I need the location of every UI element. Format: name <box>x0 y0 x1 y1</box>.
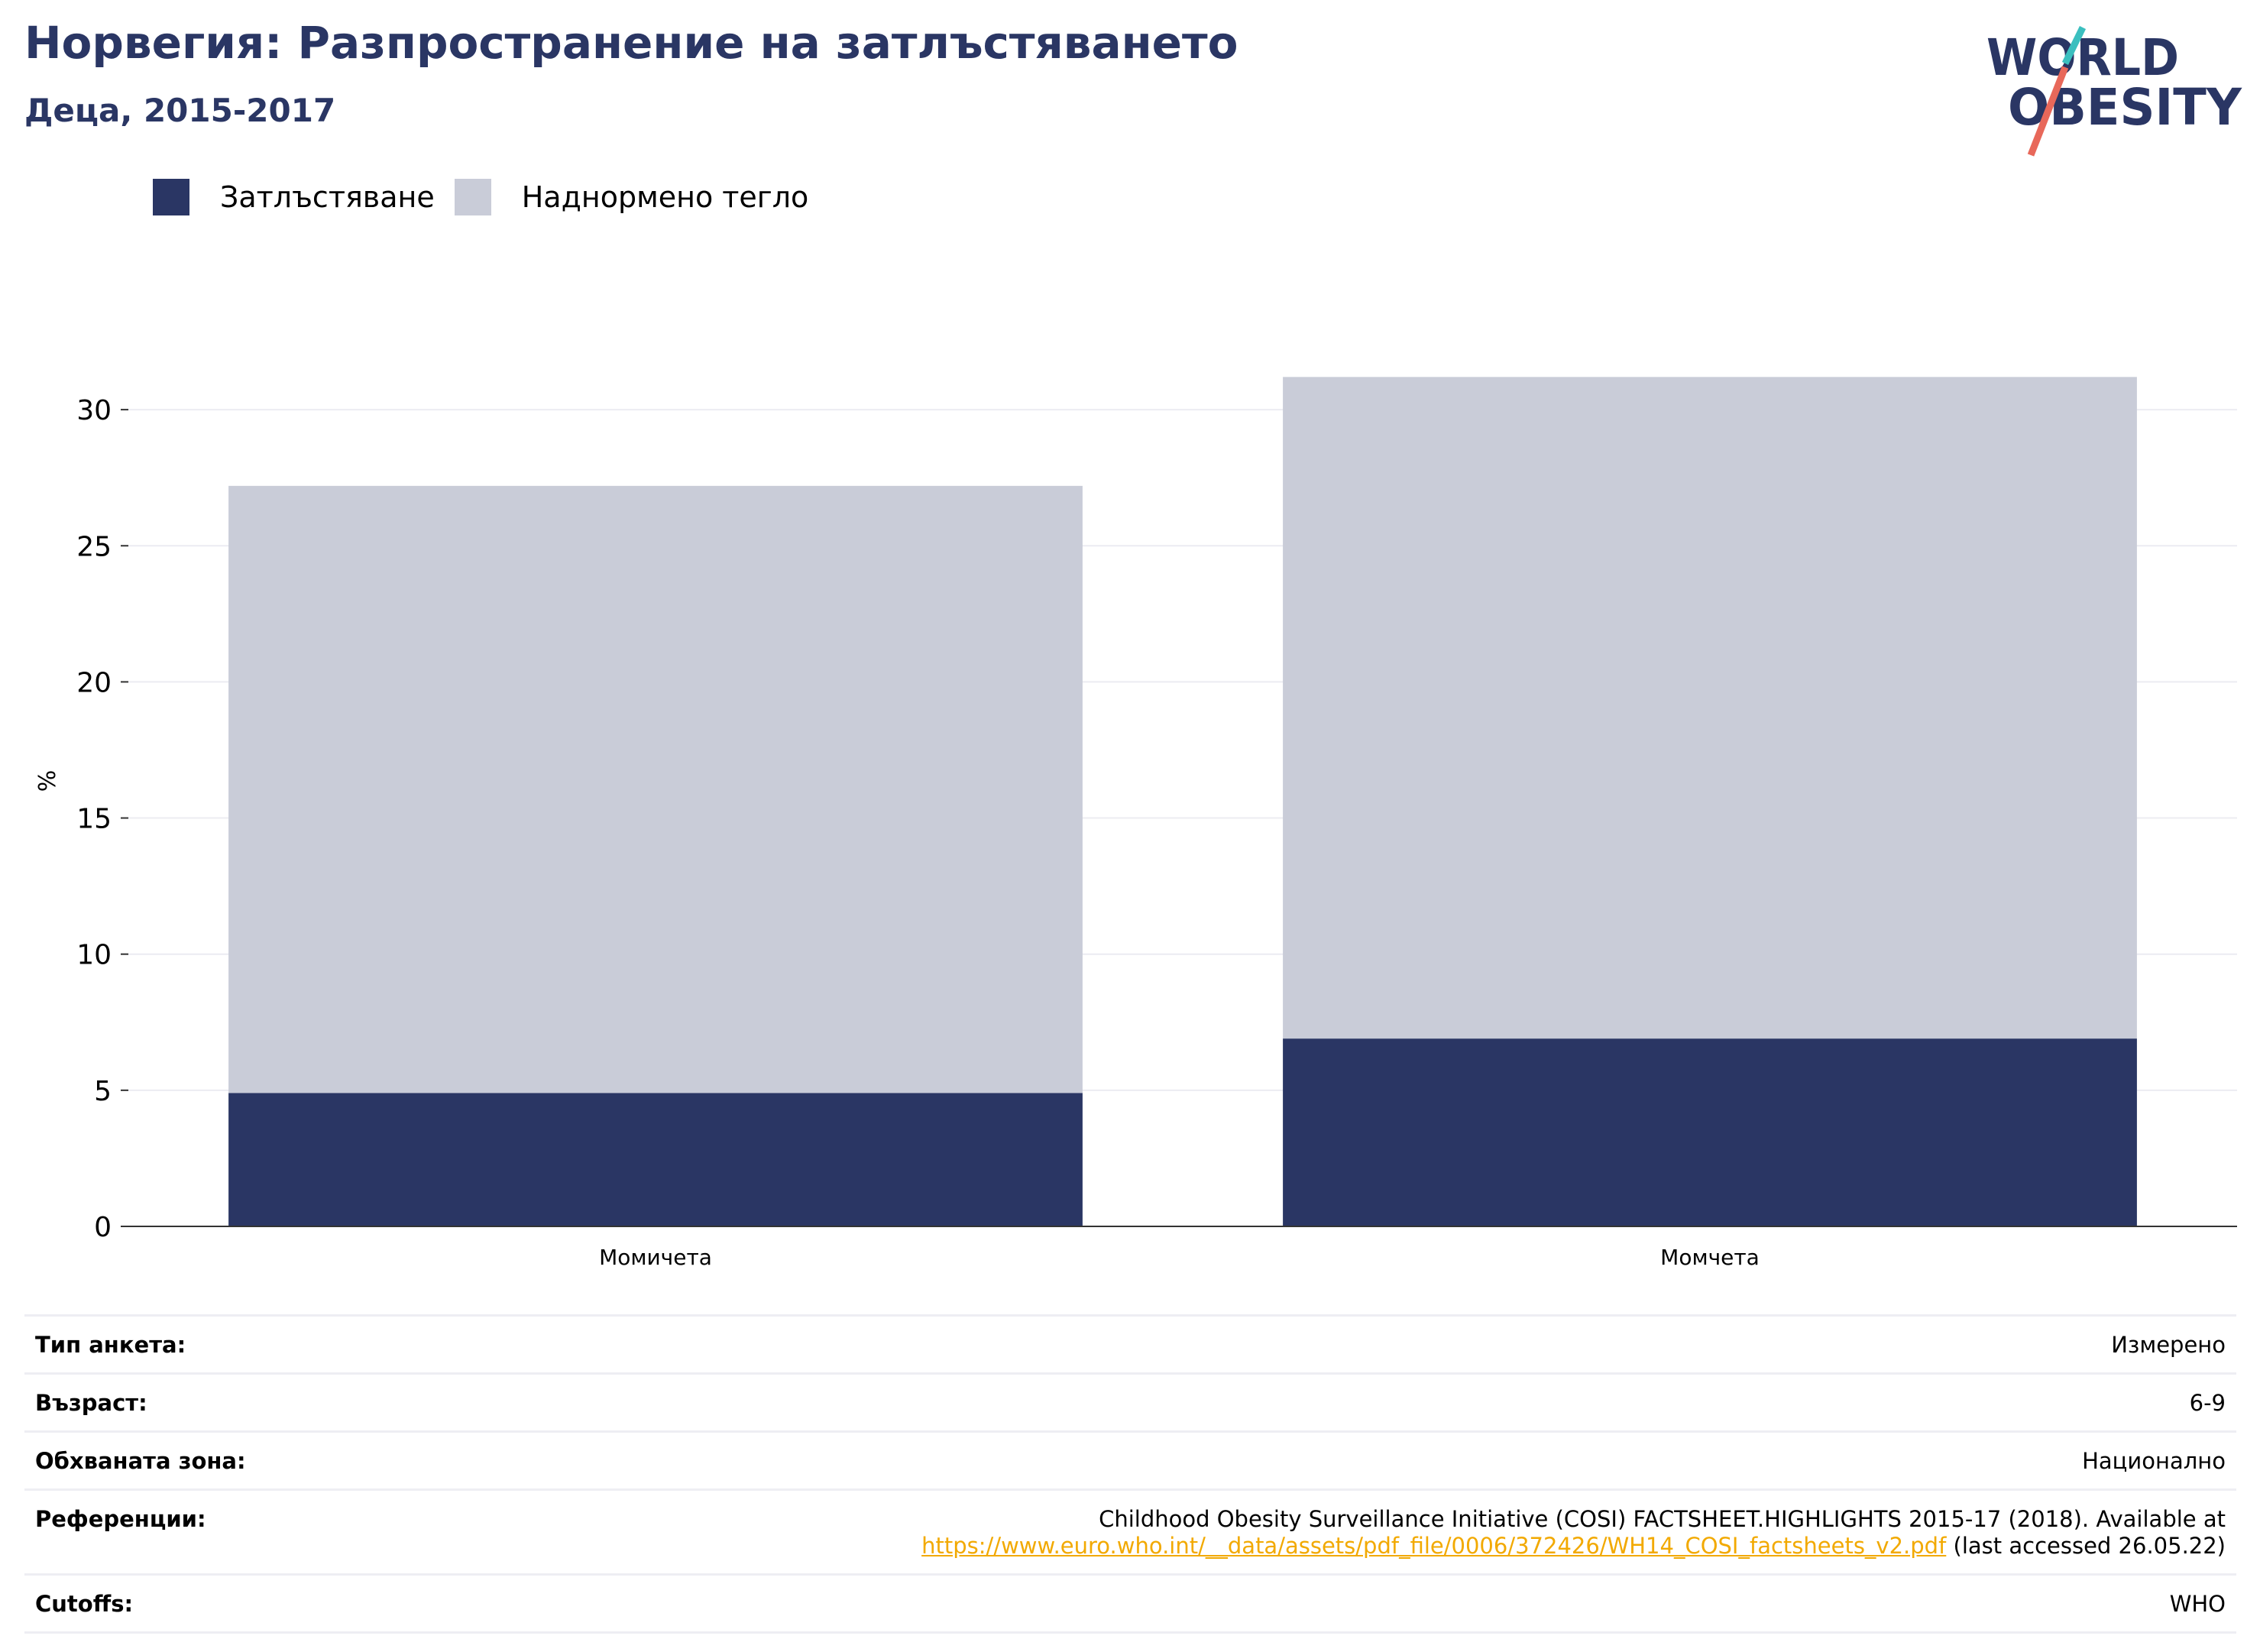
info-value-cutoffs: WHO <box>2169 1591 2226 1617</box>
y-axis-label: % <box>34 770 61 792</box>
info-row-age: Възраст: 6-9 <box>24 1375 2236 1433</box>
info-label-age: Възраст: <box>35 1390 147 1416</box>
y-tick-label-15: 15 <box>76 804 112 835</box>
reference-link[interactable]: https://www.euro.who.int/__data/assets/p… <box>921 1533 1947 1559</box>
info-value-references: Childhood Obesity Surveillance Initiativ… <box>206 1506 2226 1560</box>
bar-overweight-boys <box>1283 377 2137 1039</box>
legend-item-overweight: Наднормено тегло <box>454 179 809 215</box>
reference-accessed: (last accessed 26.05.22) <box>1953 1533 2226 1559</box>
y-tick-label-30: 30 <box>76 395 112 426</box>
x-tick-label-girls: Момичета <box>599 1245 712 1270</box>
y-tick-label-0: 0 <box>94 1212 112 1243</box>
info-value-area: Национално <box>2082 1448 2226 1474</box>
logo-slash-top <box>2061 26 2087 65</box>
y-tick-label-10: 10 <box>76 940 112 971</box>
info-row-area: Обхваната зона: Национално <box>24 1433 2236 1491</box>
legend-label-obesity: Затлъстяване <box>220 180 435 214</box>
chart-legend: Затлъстяване Наднормено тегло <box>153 174 828 220</box>
info-table: Тип анкета: Измерено Възраст: 6-9 Обхван… <box>24 1314 2236 1634</box>
info-label-survey-type: Тип анкета: <box>35 1332 186 1358</box>
x-tick-label-boys: Момчета <box>1660 1245 1760 1270</box>
chart-title: Норвегия: Разпространение на затлъстяван… <box>24 17 1238 69</box>
info-label-cutoffs: Cutoffs: <box>35 1591 134 1617</box>
info-row-cutoffs: Cutoffs: WHO <box>24 1576 2236 1634</box>
y-tick-label-5: 5 <box>94 1076 112 1107</box>
info-value-age: 6-9 <box>2189 1390 2226 1416</box>
chart-subtitle: Деца, 2015-2017 <box>24 92 336 129</box>
legend-swatch-obesity <box>153 179 189 215</box>
legend-swatch-overweight <box>454 179 491 215</box>
logo-slash-bottom <box>2027 66 2069 157</box>
info-label-area: Обхваната зона: <box>35 1448 246 1474</box>
info-value-survey-type: Измерено <box>2111 1332 2226 1358</box>
info-label-references: Референции: <box>35 1506 206 1532</box>
legend-label-overweight: Наднормено тегло <box>521 180 809 214</box>
y-tick-label-20: 20 <box>76 667 112 698</box>
info-row-survey-type: Тип анкета: Измерено <box>24 1317 2236 1375</box>
bar-overweight-girls <box>228 485 1083 1093</box>
logo-text-world: WORLD <box>1986 28 2179 87</box>
bar-obesity-girls <box>228 1093 1083 1226</box>
world-obesity-logo: WORLD OBESITY <box>1986 26 2242 157</box>
info-row-references: Референции: Childhood Obesity Surveillan… <box>24 1491 2236 1576</box>
legend-item-obesity: Затлъстяване <box>153 179 435 215</box>
y-tick-label-25: 25 <box>76 531 112 562</box>
reference-text: Childhood Obesity Surveillance Initiativ… <box>1099 1506 2226 1532</box>
bar-chart: 0 5 10 15 20 25 30% Момичета Момчета <box>34 377 2237 1270</box>
bar-obesity-boys <box>1283 1038 2137 1226</box>
